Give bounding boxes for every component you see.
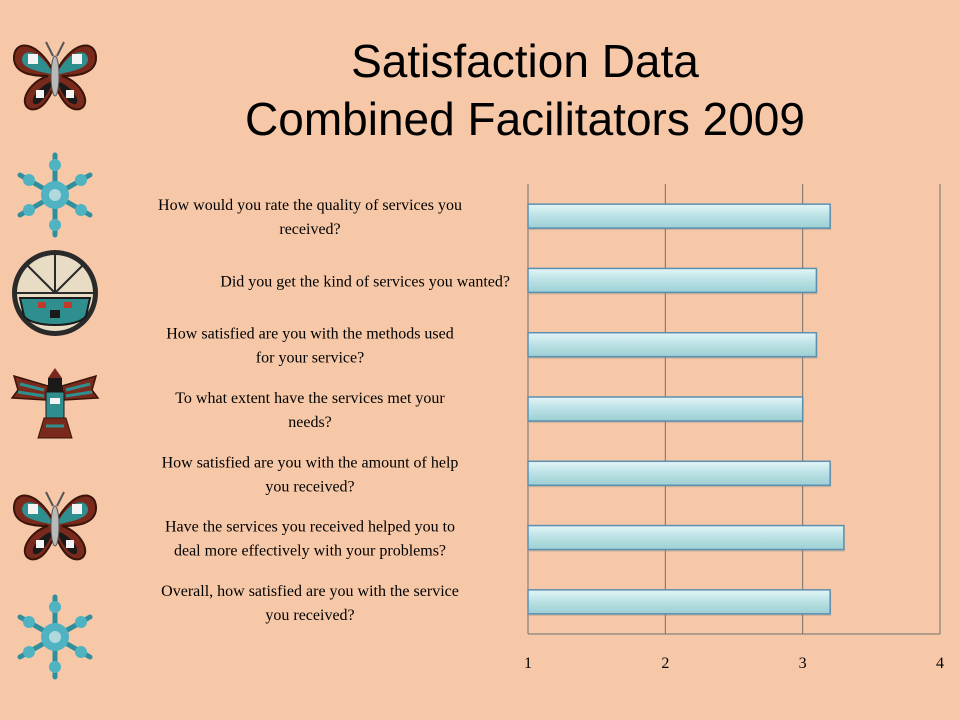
slide-title: Satisfaction Data Combined Facilitators …	[120, 32, 930, 148]
title-line-1: Satisfaction Data	[351, 35, 699, 87]
bar-layer	[527, 203, 845, 616]
label-layer: How would you rate the quality of servic…	[158, 197, 510, 624]
sun-face-icon	[8, 246, 102, 345]
category-label: How satisfied are you with the amount of…	[162, 454, 459, 471]
category-label: How would you rate the quality of servic…	[158, 197, 462, 214]
category-label: you received?	[265, 607, 354, 624]
x-tick-label: 1	[524, 655, 532, 672]
bar	[527, 589, 831, 615]
category-label: received?	[279, 221, 340, 238]
snowflake-icon	[8, 592, 102, 687]
x-tick-label: 4	[936, 655, 944, 672]
bar	[527, 331, 818, 358]
butterfly-icon	[8, 34, 102, 119]
x-tick-label: 2	[661, 655, 669, 672]
bar	[527, 396, 804, 422]
category-label: needs?	[288, 414, 332, 431]
butterfly-icon	[8, 484, 102, 569]
category-label: you received?	[265, 478, 354, 495]
category-label: Have the services you received helped yo…	[165, 519, 455, 536]
x-tick-label: 3	[799, 655, 807, 672]
ornament-strip	[0, 0, 110, 720]
title-line-2: Combined Facilitators 2009	[245, 93, 805, 145]
thunderbird-icon	[8, 356, 102, 451]
bar	[527, 203, 831, 229]
snowflake-icon	[8, 150, 102, 245]
category-label: for your service?	[256, 350, 364, 367]
category-label: To what extent have the services met you…	[175, 390, 445, 407]
tick-layer: 1 2 3 4	[524, 655, 944, 672]
bar	[527, 267, 818, 294]
category-label: Overall, how satisfied are you with the …	[161, 583, 459, 600]
category-label: deal more effectively with your problems…	[174, 543, 446, 560]
bar	[527, 524, 845, 551]
bar	[527, 460, 831, 487]
category-label: How satisfied are you with the methods u…	[166, 326, 454, 343]
category-label: Did you get the kind of services you wan…	[220, 273, 510, 290]
